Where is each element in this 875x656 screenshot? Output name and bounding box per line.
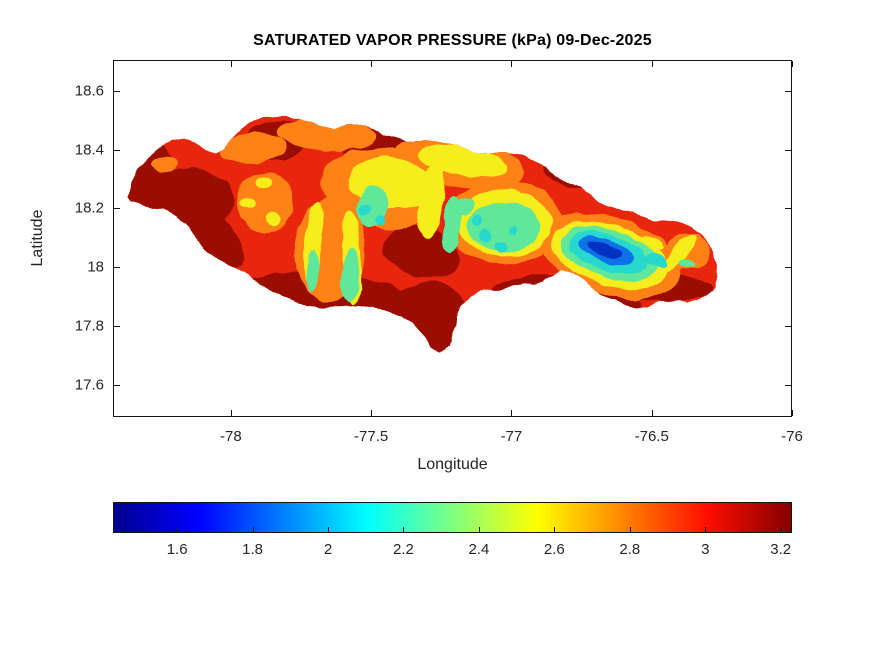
x-tick-top [792,61,793,67]
x-tick [230,410,232,416]
colorbar [113,502,792,533]
x-tick-label: -76.5 [634,428,669,445]
y-tick-right [785,90,791,92]
x-tick-top [511,61,513,67]
colorbar-tick-label: 2.2 [393,541,414,558]
y-tick-right [785,384,791,386]
colorbar-tick-label: 2.8 [619,541,641,558]
colorbar-tick [252,527,254,532]
y-tick-label: 17.8 [74,317,104,335]
x-tick-top [651,61,653,67]
colorbar-tick [177,527,179,532]
figure-title: SATURATED VAPOR PRESSURE (kPa) 09-Dec-20… [253,32,652,49]
y-tick-right [785,149,791,151]
x-tick [511,410,513,416]
x-tick-label: -76 [781,428,803,445]
y-tick-right [785,208,791,210]
y-tick [114,325,120,327]
y-tick-label: 18.6 [74,82,104,100]
y-tick-right [785,325,791,327]
y-tick [114,149,120,151]
colorbar-tick-label: 3 [701,541,710,558]
x-tick-label: -78 [219,428,242,445]
x-tick-label: -77.5 [354,428,389,445]
y-axis-label: Latitude [29,209,46,267]
y-tick [114,267,120,269]
colorbar-tick-label: 2.4 [468,541,490,558]
colorbar-tick [554,527,556,532]
colorbar-tick-label: 3.2 [770,541,792,558]
x-tick-top [371,61,373,67]
y-tick-label: 18 [87,258,104,276]
x-tick-top [230,61,232,67]
colorbar-tick [478,527,480,532]
x-tick [792,410,793,416]
colorbar-tick-label: 2.6 [543,541,565,558]
contour-fills [127,114,719,353]
colorbar-tick [780,527,782,532]
y-tick-label: 18.2 [74,199,104,217]
y-tick-label: 18.4 [74,141,104,159]
colorbar-tick-label: 2 [323,541,333,558]
colorbar-tick-label: 1.6 [166,541,188,558]
colorbar-tick [629,527,631,532]
colorbar-tick [328,527,330,532]
plot-area [113,60,793,417]
x-tick [371,410,373,416]
y-tick [114,384,120,386]
jamaica-map [127,114,719,353]
y-tick-right [785,267,791,269]
y-tick [114,90,120,92]
x-tick [651,410,653,416]
colorbar-tick-label: 1.8 [242,541,263,558]
colorbar-tick [403,527,405,532]
x-tick-label: -77 [500,428,523,445]
colorbar-tick [705,527,707,532]
y-tick-label: 17.6 [74,376,104,394]
y-tick [114,208,120,210]
x-axis-label: Longitude [417,456,488,473]
